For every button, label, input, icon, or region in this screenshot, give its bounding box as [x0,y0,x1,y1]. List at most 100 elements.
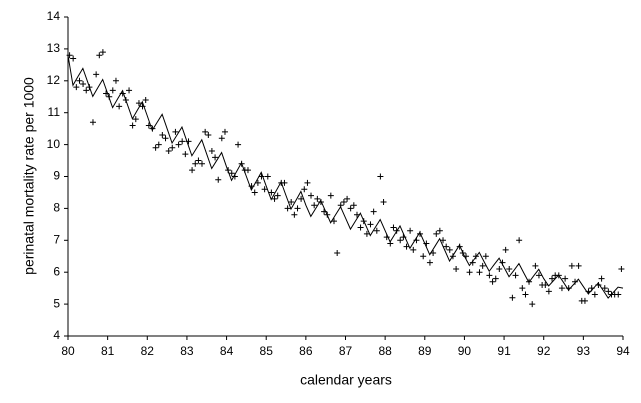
x-tick-label: 83 [180,344,194,358]
data-point [380,199,387,206]
data-point [126,87,133,94]
data-point [271,195,278,202]
data-point [581,297,588,304]
data-point [89,119,96,126]
data-point [294,205,301,212]
x-tick-label: 86 [299,344,313,358]
y-axis-title: perinatal mortality rate per 1000 [21,77,37,275]
x-tick-label: 89 [418,344,432,358]
data-point [291,211,298,218]
data-point [284,205,291,212]
y-tick-label: 14 [47,9,61,23]
data-point [116,103,123,110]
data-point [155,141,162,148]
data-point [142,96,149,103]
data-point [162,135,169,142]
x-tick-label: 82 [141,344,155,358]
data-point [605,288,612,295]
data-point [304,179,311,186]
data-point [301,186,308,193]
data-point [264,173,271,180]
data-point [135,100,142,107]
data-point [244,167,251,174]
data-point [357,224,364,231]
data-point [403,243,410,250]
data-point [80,80,87,87]
y-tick-label: 4 [53,328,60,342]
data-point [446,246,453,253]
data-point [192,160,199,167]
data-point [377,173,384,180]
data-point [182,151,189,158]
data-point [373,227,380,234]
data-point [492,275,499,282]
data-point [489,278,496,285]
y-tick-label: 5 [53,296,60,310]
y-tick-label: 13 [47,41,61,55]
data-point [334,250,341,257]
data-point [175,141,182,148]
data-point [591,291,598,298]
data-point [251,189,258,196]
data-point [572,278,579,285]
data-point [208,147,215,154]
data-point [96,52,103,59]
x-tick-label: 85 [260,344,274,358]
x-tick-label: 91 [497,344,511,358]
data-point [327,192,334,199]
data-point [479,262,486,269]
data-point [218,135,225,142]
data-point [202,128,209,135]
data-point [340,199,347,206]
data-point [466,269,473,276]
data-point [618,266,625,273]
data-point [228,170,235,177]
data-point [129,122,136,129]
data-point [132,116,139,123]
data-point [407,227,414,234]
data-point [516,237,523,244]
y-tick-label: 9 [53,169,60,183]
data-point [453,266,460,273]
data-point [344,195,351,202]
data-point [198,160,205,167]
y-tick-label: 11 [48,105,61,119]
data-point [172,128,179,135]
data-point [205,132,212,139]
data-point [189,167,196,174]
data-point [215,176,222,183]
data-point [274,192,281,199]
x-tick-label: 87 [339,344,353,358]
data-point [109,87,116,94]
data-point [221,128,228,135]
data-point [308,192,315,199]
data-point [433,230,440,237]
y-tick-label: 10 [47,137,61,151]
x-tick-label: 80 [61,344,75,358]
data-point [532,262,539,269]
data-point [549,275,556,282]
data-point [367,221,374,228]
data-point [519,285,526,292]
data-point [410,246,417,253]
data-point [558,285,565,292]
x-axis-title: calendar years [300,372,392,388]
y-tick-label: 7 [53,232,60,246]
data-point [522,291,529,298]
data-point [363,230,370,237]
y-tick-label: 6 [53,264,60,278]
data-point [535,272,542,279]
data-point [482,253,489,260]
data-point [165,147,172,154]
data-point [436,227,443,234]
data-point [212,154,219,161]
data-point [502,246,509,253]
data-point [83,87,90,94]
data-point [529,301,536,308]
data-point [314,195,321,202]
data-point [545,288,552,295]
data-point [615,291,622,298]
x-tick-label: 84 [220,344,234,358]
data-point [281,179,288,186]
